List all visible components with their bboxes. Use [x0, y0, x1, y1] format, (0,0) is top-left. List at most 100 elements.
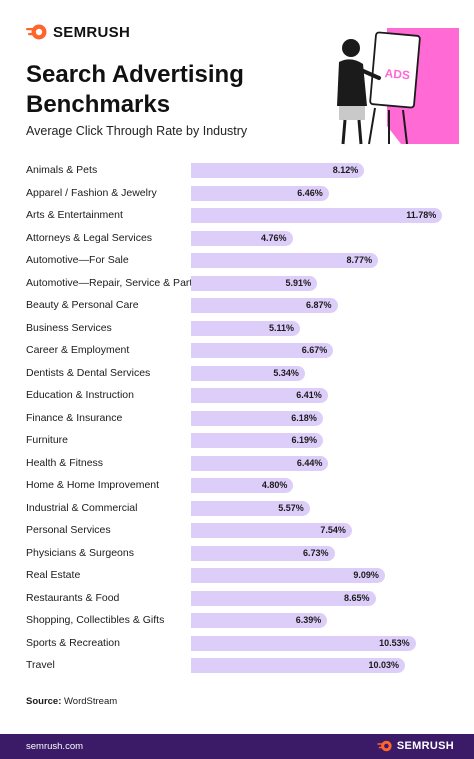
- category-label: Industrial & Commercial: [26, 501, 138, 514]
- bar-value-label: 6.67%: [301, 345, 328, 355]
- brand-name: SEMRUSH: [53, 23, 131, 41]
- source-label: Source:: [26, 696, 62, 707]
- bar: 11.78%: [191, 208, 443, 223]
- category-label: Career & Employment: [26, 344, 130, 356]
- chart-row: Restaurants & Food 8.65%: [0, 588, 474, 610]
- footer-url[interactable]: semrush.com: [26, 741, 84, 752]
- bar: 10.53%: [191, 635, 416, 651]
- bar: 4.76%: [191, 230, 293, 246]
- brand-logo: SEMRUSH: [26, 22, 130, 42]
- bar: 7.54%: [191, 523, 352, 538]
- bar-value-label: 9.09%: [353, 570, 379, 580]
- category-label: Attorneys & Legal Services: [26, 231, 153, 244]
- chart-row: Travel 10.03%: [0, 655, 474, 677]
- bar-value-label: 8.77%: [346, 255, 373, 265]
- category-label: Arts & Entertainment: [26, 209, 123, 221]
- category-label: Education & Instruction: [26, 389, 134, 401]
- bar: 6.44%: [191, 455, 329, 471]
- bar: 9.09%: [191, 568, 385, 583]
- chart-row: Health & Fitness 6.44%: [0, 453, 474, 475]
- bar: 6.73%: [191, 545, 335, 561]
- bar: 6.67%: [191, 343, 334, 358]
- bar: 6.41%: [191, 388, 328, 403]
- bar-value-label: 4.80%: [261, 480, 288, 490]
- category-label: Travel: [26, 659, 55, 671]
- bar-value-label: 6.41%: [296, 390, 322, 400]
- bar: 6.46%: [191, 185, 329, 201]
- semrush-flame-icon: [26, 24, 47, 40]
- ads-sign-text: ADS: [384, 66, 410, 82]
- chart-row: Beauty & Personal Care 6.87%: [0, 295, 474, 317]
- bar-value-label: 6.44%: [296, 457, 323, 468]
- chart-row: Apparel / Fashion & Jewelry 6.46%: [0, 183, 474, 205]
- chart-row: Industrial & Commercial 5.57%: [0, 498, 474, 520]
- chart-row: Personal Services 7.54%: [0, 520, 474, 542]
- footer-bar: semrush.com SEMRUSH: [0, 734, 474, 759]
- category-label: Automotive—For Sale: [26, 254, 129, 266]
- footer-brand-logo: SEMRUSH: [377, 739, 454, 753]
- category-label: Business Services: [26, 321, 112, 334]
- bar-value-label: 8.12%: [332, 165, 359, 175]
- chart-row: Sports & Recreation 10.53%: [0, 633, 474, 655]
- bar: 5.91%: [191, 275, 318, 291]
- bar: 6.18%: [191, 410, 323, 426]
- chart-row: Furniture 6.19%: [0, 430, 474, 452]
- bar-value-label: 6.18%: [291, 412, 317, 423]
- chart-row: Education & Instruction 6.41%: [0, 385, 474, 407]
- bar: 5.11%: [191, 320, 300, 336]
- bar-value-label: 10.53%: [379, 637, 410, 648]
- category-label: Beauty & Personal Care: [26, 299, 139, 311]
- category-label: Personal Services: [26, 524, 111, 536]
- bar: 10.03%: [191, 658, 405, 673]
- bar: 5.34%: [191, 365, 305, 381]
- bar: 8.12%: [191, 163, 365, 178]
- category-label: Dentists & Dental Services: [26, 366, 151, 379]
- bar: 5.57%: [191, 500, 310, 516]
- category-label: Sports & Recreation: [26, 636, 120, 649]
- chart-row: Attorneys & Legal Services 4.76%: [0, 228, 474, 250]
- bar: 6.19%: [191, 433, 324, 448]
- chart-row: Shopping, Collectibles & Gifts 6.39%: [0, 610, 474, 632]
- page-title: Search Advertising Benchmarks: [26, 61, 244, 118]
- bar-value-label: 6.73%: [303, 547, 329, 558]
- category-label: Health & Fitness: [26, 456, 104, 469]
- chart-row: Business Services 5.11%: [0, 318, 474, 340]
- chart-row: Physicians & Surgeons 6.73%: [0, 543, 474, 565]
- bar-value-label: 8.65%: [344, 592, 370, 603]
- bar-value-label: 6.19%: [291, 435, 318, 445]
- category-label: Shopping, Collectibles & Gifts: [26, 614, 165, 626]
- chart-row: Dentists & Dental Services 5.34%: [0, 363, 474, 385]
- category-label: Physicians & Surgeons: [26, 546, 134, 559]
- category-label: Restaurants & Food: [26, 591, 120, 604]
- bar: 4.80%: [191, 478, 294, 493]
- category-label: Animals & Pets: [26, 164, 98, 176]
- bar-value-label: 4.76%: [261, 232, 287, 243]
- category-label: Automotive—Repair, Service & Parts: [26, 276, 198, 289]
- bar-value-label: 5.34%: [273, 367, 299, 378]
- category-label: Real Estate: [26, 569, 81, 581]
- chart-row: Automotive—Repair, Service & Parts 5.91%: [0, 273, 474, 295]
- bar-value-label: 11.78%: [406, 210, 437, 220]
- semrush-flame-icon: [377, 740, 392, 752]
- chart-row: Home & Home Improvement 4.80%: [0, 475, 474, 497]
- bar-value-label: 6.87%: [306, 300, 332, 310]
- ctr-bar-chart: Animals & Pets 8.12% Apparel / Fashion & J…: [0, 160, 474, 680]
- category-label: Apparel / Fashion & Jewelry: [26, 186, 157, 199]
- bar: 6.87%: [191, 298, 338, 313]
- chart-row: Arts & Entertainment 11.78%: [0, 205, 474, 227]
- source-text: WordStream: [64, 696, 118, 707]
- chart-row: Animals & Pets 8.12%: [0, 160, 474, 182]
- ads-illustration: ADS: [337, 28, 459, 145]
- category-label: Furniture: [26, 434, 69, 446]
- bar-value-label: 10.03%: [368, 660, 399, 670]
- bar: 6.39%: [191, 613, 328, 628]
- bar-value-label: 5.57%: [278, 502, 304, 513]
- chart-row: Finance & Insurance 6.18%: [0, 408, 474, 430]
- bar-value-label: 6.39%: [295, 615, 322, 625]
- bar-value-label: 5.11%: [268, 322, 294, 333]
- chart-subtitle: Average Click Through Rate by Industry: [26, 124, 248, 138]
- chart-row: Real Estate 9.09%: [0, 565, 474, 587]
- bar-value-label: 7.54%: [320, 525, 346, 535]
- bar: 8.65%: [191, 590, 376, 606]
- chart-row: Career & Employment 6.67%: [0, 340, 474, 362]
